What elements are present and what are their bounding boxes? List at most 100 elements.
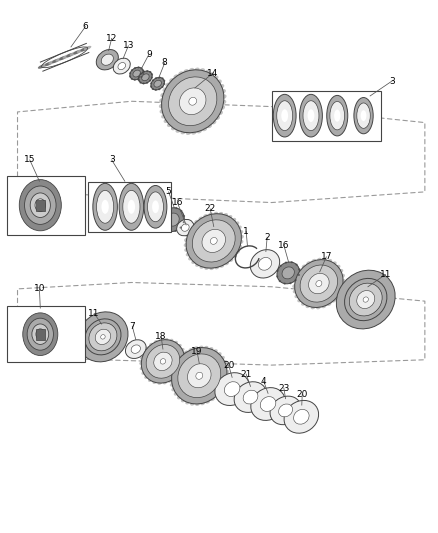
Ellipse shape [164,338,168,342]
Ellipse shape [130,67,143,80]
Bar [36,200,45,211]
Ellipse shape [327,259,332,263]
Ellipse shape [66,53,74,57]
Ellipse shape [234,221,239,225]
Text: 15: 15 [24,156,35,164]
Ellipse shape [311,259,316,263]
Ellipse shape [162,87,168,92]
Ellipse shape [336,270,395,329]
Text: 16: 16 [172,198,183,207]
Ellipse shape [224,375,229,379]
Ellipse shape [191,260,196,264]
Ellipse shape [138,66,140,68]
Ellipse shape [200,68,205,72]
Ellipse shape [73,50,81,54]
Ellipse shape [149,343,153,346]
Text: 3: 3 [389,77,395,85]
Text: 11: 11 [380,270,391,279]
Ellipse shape [293,409,309,424]
Ellipse shape [189,98,197,105]
Ellipse shape [174,230,177,232]
Ellipse shape [148,378,152,382]
Ellipse shape [171,387,176,391]
Ellipse shape [188,348,193,352]
FancyBboxPatch shape [88,182,171,232]
Ellipse shape [185,233,190,237]
Ellipse shape [344,293,348,296]
Text: 5: 5 [166,188,172,196]
Ellipse shape [351,282,355,286]
Ellipse shape [162,208,184,231]
Ellipse shape [180,368,184,372]
Ellipse shape [270,396,301,425]
Ellipse shape [140,76,142,78]
Ellipse shape [234,382,267,413]
Text: 9: 9 [146,50,152,59]
Ellipse shape [114,321,117,324]
Ellipse shape [225,370,230,374]
Ellipse shape [159,338,163,342]
Ellipse shape [150,83,152,85]
Ellipse shape [273,94,296,137]
Ellipse shape [158,381,162,385]
Ellipse shape [129,75,131,77]
Ellipse shape [63,54,70,59]
Ellipse shape [220,356,225,360]
Ellipse shape [160,359,166,364]
Ellipse shape [221,385,226,389]
Ellipse shape [105,318,109,320]
Ellipse shape [336,265,340,269]
Ellipse shape [177,373,181,376]
Ellipse shape [164,227,166,229]
Ellipse shape [258,257,272,270]
Ellipse shape [134,67,136,69]
Ellipse shape [167,123,172,127]
Ellipse shape [379,281,382,285]
Ellipse shape [303,101,319,131]
Ellipse shape [56,58,63,62]
Ellipse shape [180,88,206,115]
Ellipse shape [194,346,198,350]
Ellipse shape [164,211,166,213]
Ellipse shape [177,344,182,348]
Ellipse shape [169,230,171,232]
Ellipse shape [119,183,144,230]
Ellipse shape [160,93,166,97]
Ellipse shape [232,254,237,258]
Text: 14: 14 [207,69,218,78]
Ellipse shape [92,352,96,355]
Ellipse shape [284,400,318,433]
Ellipse shape [187,228,192,232]
Ellipse shape [205,266,209,270]
Ellipse shape [101,335,105,339]
Ellipse shape [96,190,114,223]
Ellipse shape [277,101,293,131]
Text: 13: 13 [123,42,134,50]
Ellipse shape [155,77,157,79]
Ellipse shape [142,70,145,72]
Ellipse shape [90,322,94,325]
Ellipse shape [162,70,224,133]
Ellipse shape [345,310,349,313]
Ellipse shape [354,98,373,134]
Ellipse shape [138,79,140,81]
Ellipse shape [77,49,84,53]
FancyBboxPatch shape [7,176,85,235]
Ellipse shape [95,329,111,344]
Ellipse shape [281,109,288,122]
Ellipse shape [295,279,297,281]
Text: 3: 3 [109,156,115,164]
Ellipse shape [27,318,53,350]
Ellipse shape [146,344,180,378]
Ellipse shape [183,215,185,217]
Ellipse shape [84,331,88,334]
Ellipse shape [229,258,233,262]
Ellipse shape [365,319,369,322]
Ellipse shape [167,213,179,226]
Ellipse shape [41,63,49,67]
Ellipse shape [218,110,223,115]
Text: 4: 4 [261,377,266,385]
Ellipse shape [357,103,370,128]
Ellipse shape [181,398,186,402]
Ellipse shape [218,212,223,216]
